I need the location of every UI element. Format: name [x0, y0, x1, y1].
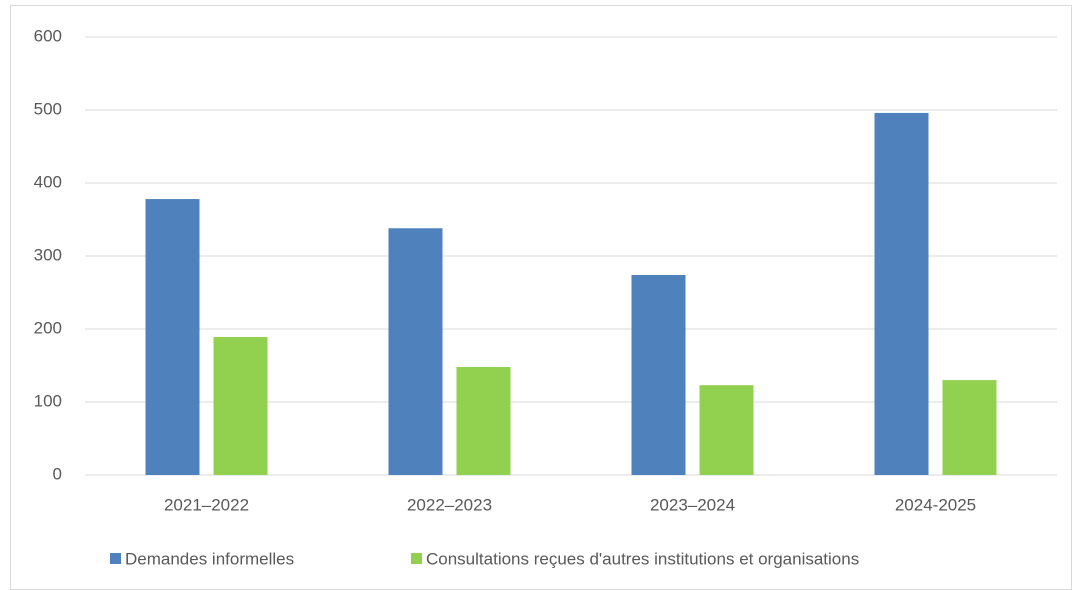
y-tick-label: 0 [53, 464, 62, 483]
legend-label: Demandes informelles [125, 549, 294, 568]
y-tick-label: 100 [34, 391, 62, 410]
y-tick-label: 300 [34, 245, 62, 264]
y-tick-label: 400 [34, 172, 62, 191]
y-tick-label: 600 [34, 26, 62, 45]
x-tick-label: 2021–2022 [164, 495, 249, 514]
y-tick-label: 500 [34, 99, 62, 118]
legend-label: Consultations reçues d'autres institutio… [426, 549, 859, 568]
y-tick-label: 200 [34, 318, 62, 337]
x-tick-label: 2022–2023 [407, 495, 492, 514]
x-tick-label: 2024-2025 [895, 495, 976, 514]
bar [699, 385, 754, 475]
bar [388, 228, 443, 475]
bar [942, 380, 997, 475]
bar [145, 199, 200, 475]
bar [456, 366, 511, 475]
legend-swatch [411, 553, 422, 564]
legend-swatch [110, 553, 121, 564]
bar [213, 337, 268, 475]
bar [631, 274, 686, 475]
bar [874, 112, 929, 476]
x-tick-label: 2023–2024 [650, 495, 735, 514]
